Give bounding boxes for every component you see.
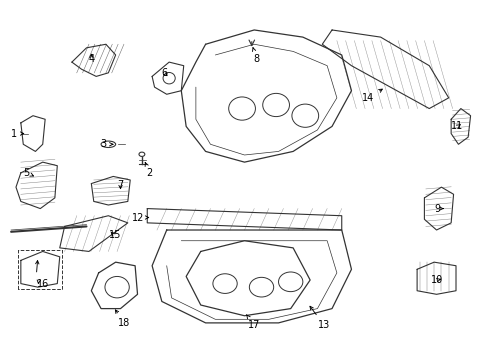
Text: 11: 11 bbox=[450, 121, 463, 131]
Text: 5: 5 bbox=[23, 168, 34, 178]
Text: 8: 8 bbox=[252, 48, 259, 64]
Text: 10: 10 bbox=[430, 275, 443, 285]
Text: 16: 16 bbox=[37, 279, 49, 289]
Text: 9: 9 bbox=[433, 203, 443, 213]
Text: 3: 3 bbox=[100, 139, 113, 149]
Text: 6: 6 bbox=[161, 68, 167, 78]
Text: 15: 15 bbox=[108, 230, 121, 240]
Text: 18: 18 bbox=[115, 310, 130, 328]
Text: 4: 4 bbox=[88, 54, 94, 64]
Text: 12: 12 bbox=[132, 212, 148, 222]
Text: 13: 13 bbox=[309, 306, 329, 330]
Text: 14: 14 bbox=[362, 89, 382, 103]
Text: 17: 17 bbox=[246, 315, 260, 330]
Text: 7: 7 bbox=[117, 180, 123, 190]
Text: 2: 2 bbox=[145, 162, 152, 178]
Text: 1: 1 bbox=[10, 129, 24, 139]
